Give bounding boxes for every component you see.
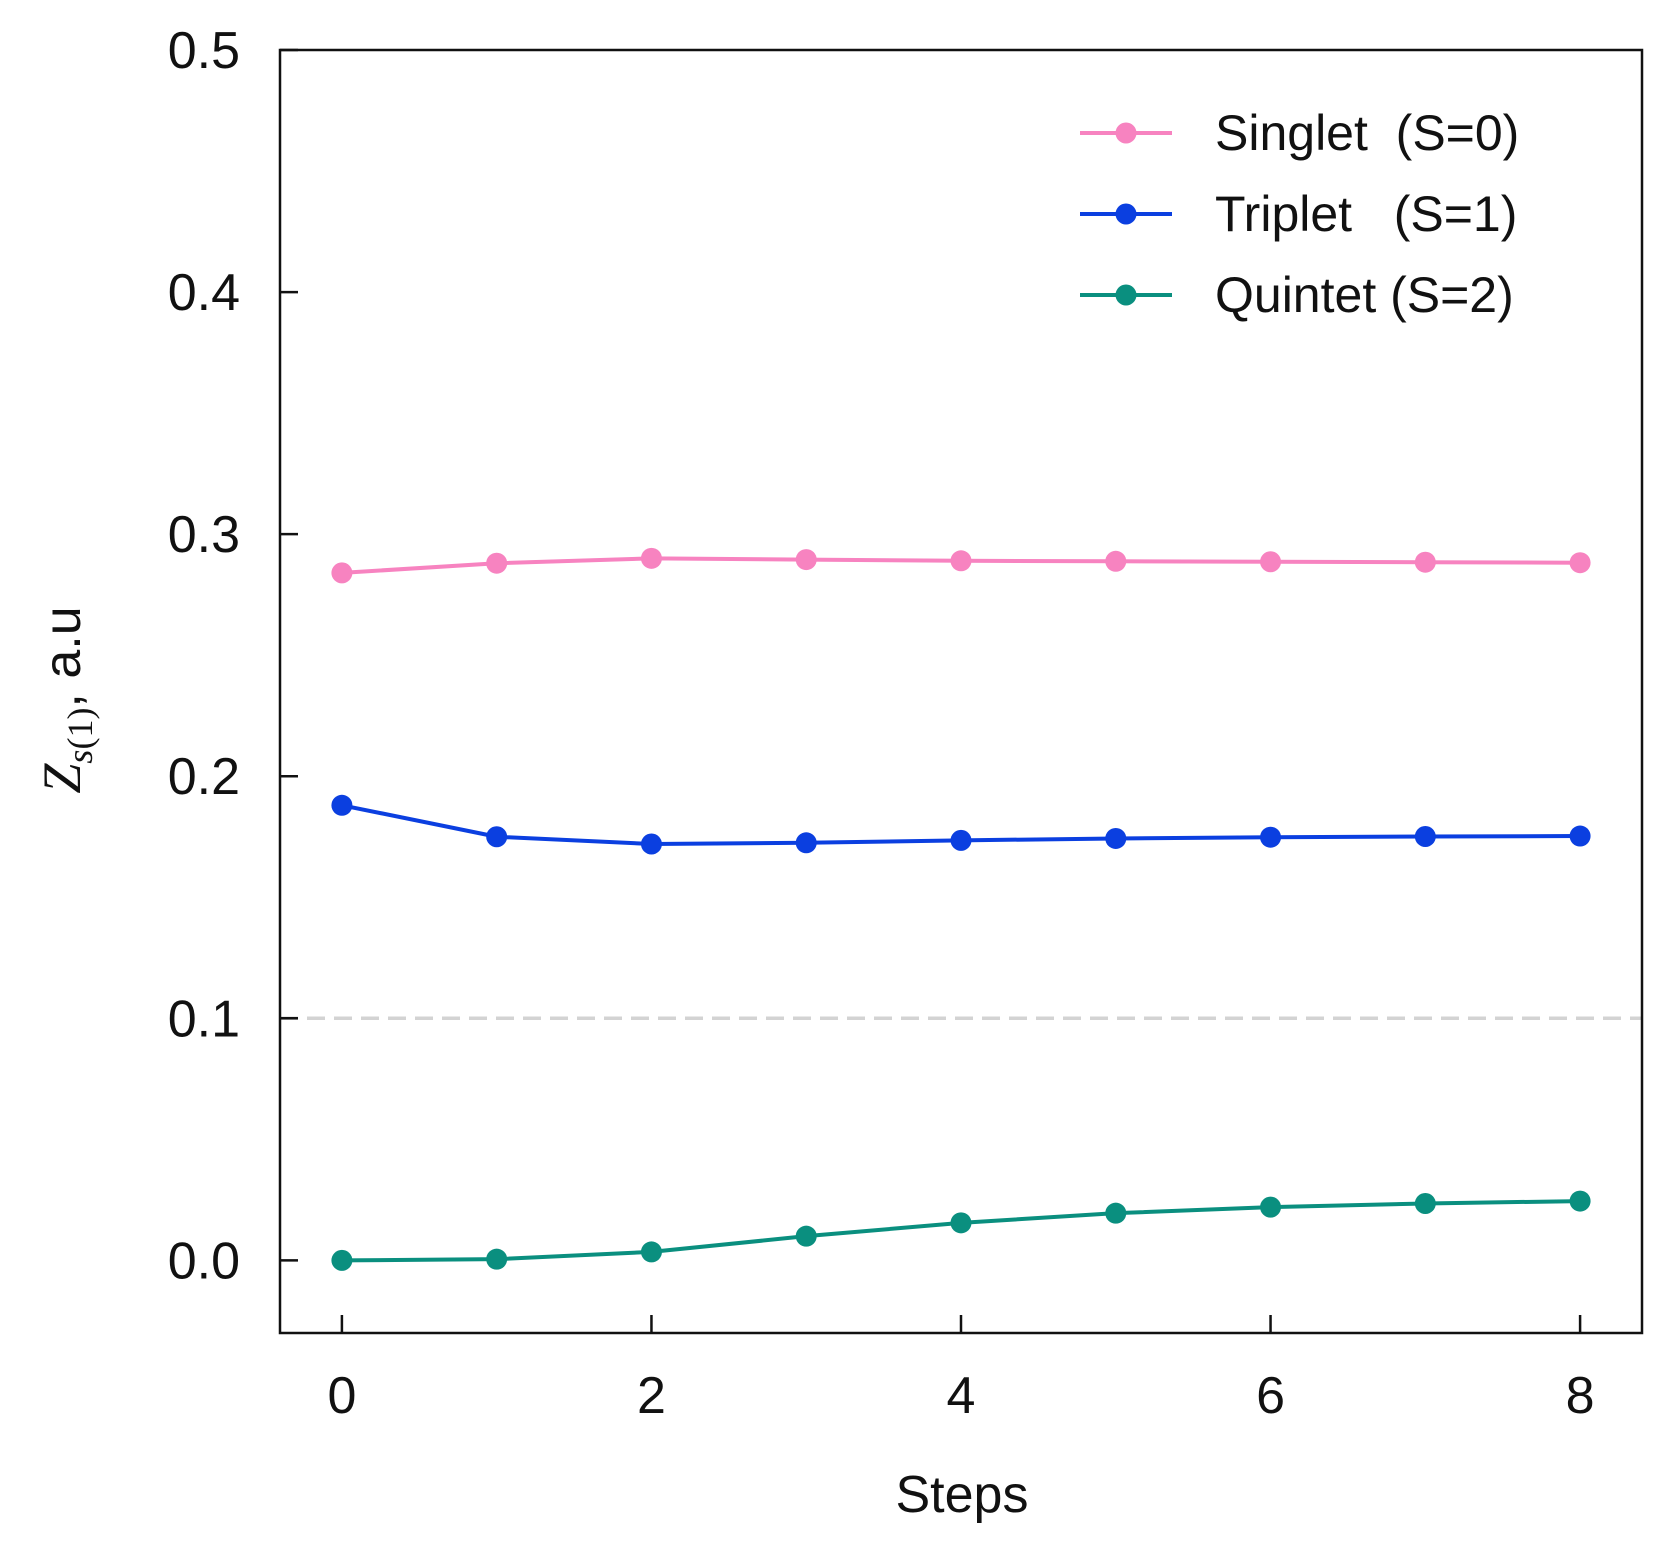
y-axis-title-symbol: Z [32, 763, 92, 794]
x-tick-label: 6 [1256, 1367, 1285, 1425]
y-tick-label: 0.2 [168, 748, 240, 806]
data-point [950, 550, 972, 572]
plot-frame [278, 48, 1644, 1335]
data-point [1414, 551, 1436, 573]
svg-text:Zs(1), a.u: Zs(1), a.u [32, 606, 100, 793]
data-point [950, 1212, 972, 1234]
data-point [331, 794, 353, 816]
y-axis-title-subscript-var: s [60, 750, 100, 764]
y-axis-title-subscript-arg: (1) [60, 708, 100, 750]
data-point [795, 549, 817, 571]
data-point [486, 552, 508, 574]
x-tick-label: 8 [1566, 1367, 1595, 1425]
data-point [1260, 826, 1282, 848]
data-point [795, 832, 817, 854]
data-point [331, 1249, 353, 1271]
series-1 [331, 794, 1591, 855]
x-tick-label: 0 [327, 1367, 356, 1425]
data-point [486, 1248, 508, 1270]
legend-marker [1115, 284, 1137, 306]
legend-marker [1115, 122, 1137, 144]
data-point [1105, 550, 1127, 572]
legend-item-2: Quintet (S=2) [1080, 267, 1514, 323]
legend-marker [1115, 203, 1137, 225]
tick-layer: 0.0 0.1 0.2 0.3 0.4 0.5 0 2 4 6 8 [168, 22, 1595, 1425]
legend-item-1: Triplet (S=1) [1080, 186, 1517, 242]
data-point [640, 547, 662, 569]
y-tick-label: 0.0 [168, 1232, 240, 1290]
data-point [640, 1241, 662, 1263]
data-point [1260, 551, 1282, 573]
data-point [1414, 826, 1436, 848]
y-tick-label: 0.5 [168, 22, 240, 80]
y-tick-label: 0.3 [168, 506, 240, 564]
series-2 [331, 1190, 1591, 1271]
y-tick-label: 0.4 [168, 264, 240, 322]
x-tick-label: 2 [637, 1367, 666, 1425]
data-point [1105, 1202, 1127, 1224]
y-axis-title-suffix: , a.u [34, 606, 92, 707]
series-layer [331, 547, 1591, 1271]
data-point [1414, 1192, 1436, 1214]
data-point [1105, 827, 1127, 849]
x-axis-title: Steps [896, 1466, 1029, 1524]
axes-frame-layer [278, 48, 1644, 1335]
legend: Singlet (S=0) Triplet (S=1) Quintet (S=2) [1080, 105, 1519, 323]
legend-label: Singlet (S=0) [1215, 105, 1519, 161]
data-point [1569, 1190, 1591, 1212]
data-point [1569, 552, 1591, 574]
data-point [640, 833, 662, 855]
legend-item-0: Singlet (S=0) [1080, 105, 1519, 161]
data-point [1260, 1196, 1282, 1218]
data-point [486, 826, 508, 848]
x-tick-label: 4 [947, 1367, 976, 1425]
legend-label: Triplet (S=1) [1215, 186, 1517, 242]
series-0 [331, 547, 1591, 584]
data-point [950, 829, 972, 851]
data-point [331, 562, 353, 584]
legend-label: Quintet (S=2) [1215, 267, 1514, 323]
data-point [1569, 825, 1591, 847]
data-point [795, 1225, 817, 1247]
y-tick-label: 0.1 [168, 990, 240, 1048]
y-axis-title: Zs(1), a.u [32, 606, 100, 793]
